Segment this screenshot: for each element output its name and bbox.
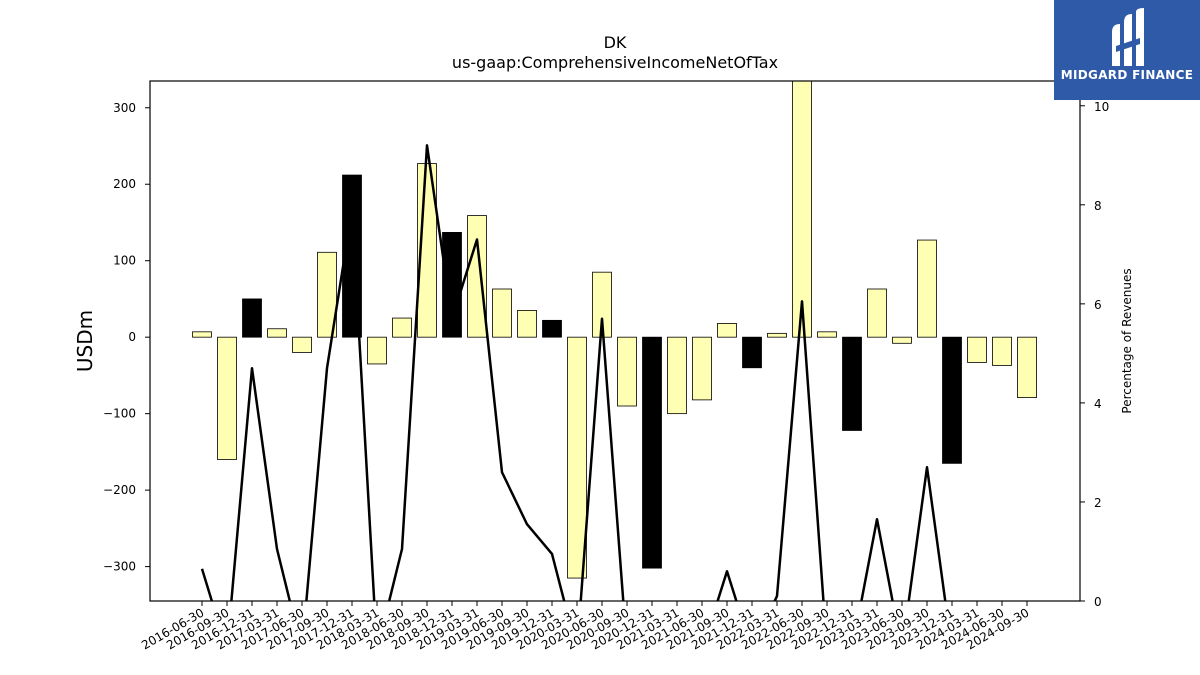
bar [867,288,887,338]
y2-axis-label: Percentage of Revenues [1120,268,1134,413]
bar [692,336,712,401]
y2-tick-label: 8 [1094,199,1102,213]
y2-tick-label: 0 [1094,595,1102,609]
bar [267,328,287,338]
y-tick-label: −100 [103,407,136,421]
bar [767,332,787,338]
bar [242,298,262,338]
brand-name: MIDGARD FINANCE [1060,68,1194,82]
bar [442,232,462,338]
y2-tick-label: 2 [1094,496,1102,510]
y-tick-label: −200 [103,483,136,497]
bar [567,336,587,579]
bar [492,288,512,338]
bar [892,336,912,344]
axes-layer: −300−200−100010020030002468102016-06-302… [103,80,1109,652]
y2-tick-label: 10 [1094,100,1109,114]
bar [917,239,937,338]
midgard-logo-icon [1112,8,1144,66]
midgard-finance-logo: MIDGARD FINANCE [1054,0,1200,100]
bar [517,310,537,338]
bar [967,336,987,363]
bar [742,336,762,369]
bar [617,336,637,407]
bars-layer [192,81,1037,579]
bar [667,336,687,415]
y2-tick-label: 4 [1094,397,1102,411]
bar [992,336,1012,366]
y-tick-label: 200 [113,177,136,191]
bar [817,331,837,338]
y2-tick-label: 6 [1094,298,1102,312]
bar [292,336,312,353]
bar [192,331,212,338]
line-layer [200,144,947,601]
y-tick-label: 100 [113,254,136,268]
bar [367,336,387,365]
bar [792,81,812,338]
plot-frame [149,80,1081,602]
chart-title: DK [604,33,627,52]
bar [217,336,237,460]
y-tick-label: 0 [128,330,136,344]
bar [642,336,662,569]
bar [1017,336,1037,398]
bar [467,215,487,338]
y-tick-label: −300 [103,560,136,574]
y-axis-label: USDm [73,310,97,372]
bar [717,323,737,338]
bar [392,317,412,338]
bar [842,336,862,431]
y-tick-label: 300 [113,101,136,115]
bar [942,336,962,464]
series-line [200,144,947,601]
bar [542,319,562,338]
chart-subtitle: us-gaap:ComprehensiveIncomeNetOfTax [452,53,778,72]
bar [592,271,612,338]
bar [317,251,337,338]
